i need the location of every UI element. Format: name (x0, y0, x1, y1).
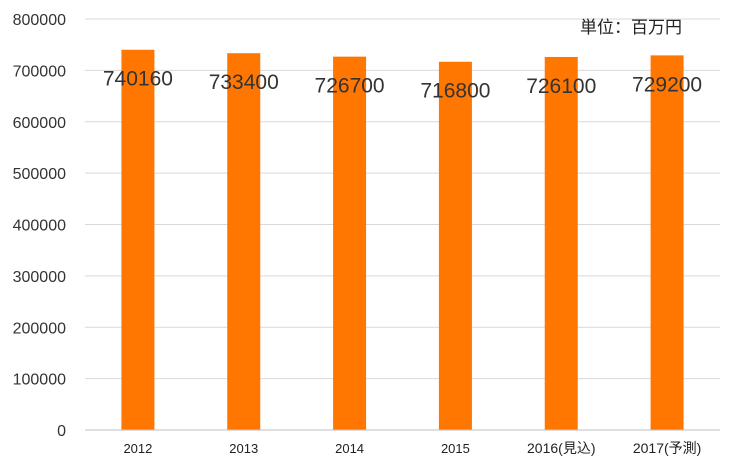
x-tick-label: 2014 (335, 441, 364, 456)
y-tick-label: 0 (57, 423, 66, 440)
data-label: 726700 (315, 75, 385, 98)
data-label: 729200 (632, 73, 702, 96)
y-tick-label: 700000 (13, 63, 66, 80)
bar (121, 49, 155, 431)
gridlines (85, 18, 720, 380)
bar (438, 61, 472, 431)
y-tick-label: 200000 (13, 320, 66, 337)
data-labels: 740160 733400 726700 716800 726100 729200 (103, 68, 702, 103)
bar (544, 56, 578, 430)
y-tick-label: 300000 (13, 269, 66, 286)
data-label: 716800 (420, 80, 490, 103)
y-tick-label: 100000 (13, 372, 66, 389)
data-label: 740160 (103, 68, 173, 91)
bar (227, 53, 261, 430)
unit-note: 単位：百万円 (580, 18, 682, 38)
x-tick-label: 2017(予測) (633, 440, 701, 456)
x-tick-label: 2015 (441, 441, 470, 456)
bar (650, 55, 684, 430)
x-axis-ticks: 2012 2013 2014 2015 2016(見込) 2017(予測) (123, 440, 701, 456)
bar (333, 56, 367, 431)
y-axis-ticks: 0 100000 200000 300000 400000 500000 600000 700… (13, 12, 66, 440)
data-label: 733400 (209, 71, 279, 94)
y-tick-label: 800000 (13, 12, 66, 29)
y-tick-label: 600000 (13, 115, 66, 132)
y-tick-label: 500000 (13, 166, 66, 183)
bars (121, 49, 684, 431)
data-label: 726100 (526, 75, 596, 98)
x-tick-label: 2012 (123, 441, 152, 456)
y-tick-label: 400000 (13, 218, 66, 235)
x-tick-label: 2016(見込) (527, 440, 595, 456)
x-tick-label: 2013 (229, 441, 258, 456)
